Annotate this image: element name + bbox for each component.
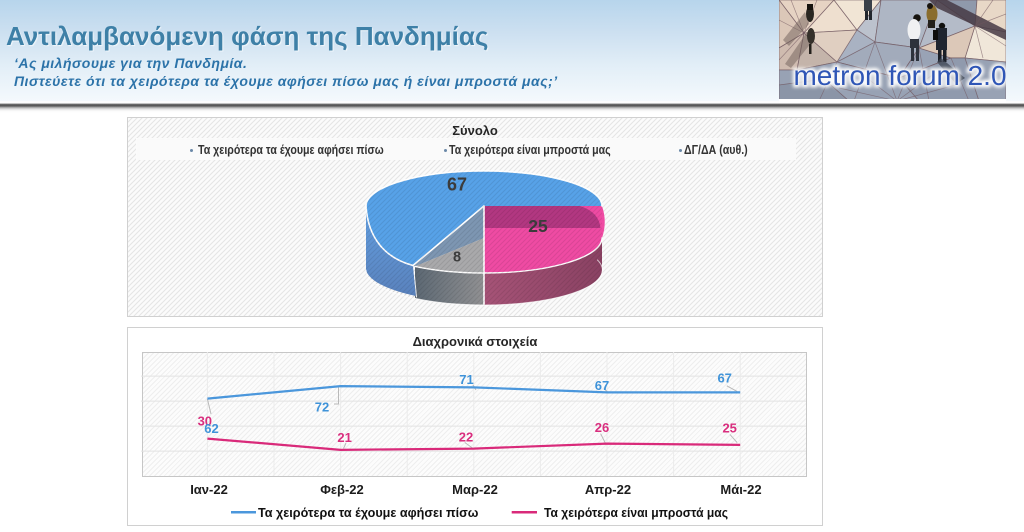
svg-text:67: 67 <box>595 378 609 393</box>
svg-text:30: 30 <box>198 414 212 429</box>
svg-text:21: 21 <box>337 430 351 445</box>
svg-text:72: 72 <box>315 400 329 415</box>
svg-text:71: 71 <box>459 372 473 387</box>
svg-text:62: 62 <box>204 421 218 436</box>
svg-text:metron forum 2.0: metron forum 2.0 <box>794 60 1007 91</box>
svg-text:22: 22 <box>459 429 473 444</box>
svg-text:metron forum 2.0: metron forum 2.0 <box>794 60 1007 91</box>
svg-text:26: 26 <box>595 420 609 435</box>
svg-text:67: 67 <box>717 371 731 386</box>
svg-text:25: 25 <box>722 421 736 436</box>
